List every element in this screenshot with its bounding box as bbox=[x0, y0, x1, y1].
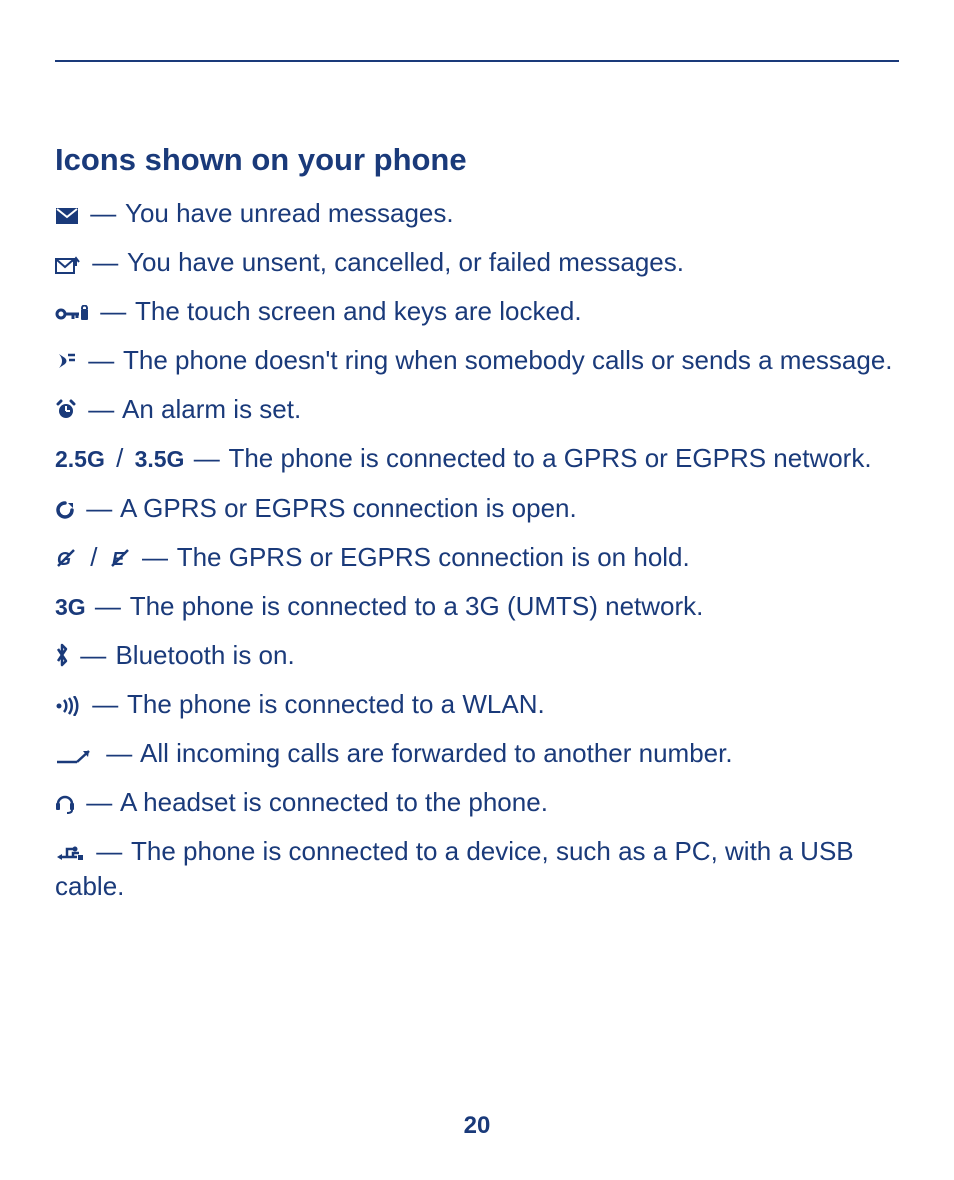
entry-dash: — bbox=[90, 247, 120, 277]
entry-text: The phone is connected to a GPRS or EGPR… bbox=[228, 443, 871, 473]
entry-text: The phone doesn't ring when somebody cal… bbox=[123, 345, 893, 375]
entry-dash: — bbox=[192, 443, 222, 473]
page-number: 20 bbox=[0, 1112, 954, 1140]
e-hold-icon: E bbox=[109, 547, 131, 569]
icon-entry: — You have unsent, cancelled, or failed … bbox=[55, 245, 899, 280]
entry-text: Bluetooth is on. bbox=[115, 640, 294, 670]
net-3-5g-icon: 3.5G bbox=[135, 446, 185, 472]
icon-entry: G / E — The GPRS or EGPRS connection is … bbox=[55, 540, 899, 575]
entry-text: A GPRS or EGPRS connection is open. bbox=[120, 493, 577, 523]
icon-entry: — The phone is connected to a device, su… bbox=[55, 834, 899, 904]
icon-entry: — Bluetooth is on. bbox=[55, 638, 899, 673]
net-2-5g-icon: 2.5G bbox=[55, 446, 105, 472]
entry-dash: — bbox=[84, 787, 114, 817]
manual-page: Icons shown on your phone — You have unr… bbox=[0, 0, 954, 1180]
envelope-icon bbox=[55, 207, 79, 225]
icon-entry: — The phone is connected to a WLAN. bbox=[55, 687, 899, 722]
entry-text: The phone is connected to a device, such… bbox=[55, 836, 854, 901]
entry-dash: — bbox=[88, 198, 118, 228]
entry-text: A headset is connected to the phone. bbox=[120, 787, 548, 817]
entry-text: You have unread messages. bbox=[125, 198, 454, 228]
net-3g-icon: 3G bbox=[55, 594, 86, 620]
top-rule bbox=[55, 60, 899, 62]
icon-entry: — The touch screen and keys are locked. bbox=[55, 294, 899, 329]
entry-dash: — bbox=[98, 296, 128, 326]
icon-separator: / bbox=[86, 542, 101, 572]
icon-entry: — All incoming calls are forwarded to an… bbox=[55, 736, 899, 771]
entry-dash: — bbox=[93, 591, 123, 621]
page-title: Icons shown on your phone bbox=[55, 142, 899, 178]
call-fwd-icon bbox=[55, 747, 95, 765]
icon-entry: — A headset is connected to the phone. bbox=[55, 785, 899, 820]
entry-text: The phone is connected to a 3G (UMTS) ne… bbox=[130, 591, 704, 621]
entry-dash: — bbox=[86, 345, 116, 375]
entry-dash: — bbox=[104, 738, 134, 768]
entry-dash: — bbox=[84, 493, 114, 523]
entry-text: All incoming calls are forwarded to anot… bbox=[140, 738, 733, 768]
entry-dash: — bbox=[86, 394, 116, 424]
headset-icon bbox=[55, 792, 75, 814]
bluetooth-icon bbox=[55, 643, 69, 667]
alarm-icon bbox=[55, 399, 77, 421]
gprs-open-icon bbox=[55, 500, 75, 520]
key-lock-icon bbox=[55, 305, 89, 323]
entry-text: The GPRS or EGPRS connection is on hold. bbox=[177, 542, 690, 572]
silent-icon bbox=[55, 350, 77, 372]
entry-text: The phone is connected to a WLAN. bbox=[127, 689, 545, 719]
envelope-fail-icon bbox=[55, 254, 81, 274]
entry-text: You have unsent, cancelled, or failed me… bbox=[127, 247, 684, 277]
entry-dash: — bbox=[78, 640, 108, 670]
icon-entry: 3G — The phone is connected to a 3G (UMT… bbox=[55, 589, 899, 624]
g-hold-icon: G bbox=[55, 547, 77, 569]
usb-icon bbox=[55, 841, 85, 863]
icon-separator: / bbox=[112, 443, 127, 473]
entry-dash: — bbox=[140, 542, 170, 572]
icon-entry: — An alarm is set. bbox=[55, 392, 899, 427]
icon-entry: — The phone doesn't ring when somebody c… bbox=[55, 343, 899, 378]
entry-text: An alarm is set. bbox=[122, 394, 301, 424]
icon-entry: 2.5G / 3.5G — The phone is connected to … bbox=[55, 441, 899, 476]
wlan-icon bbox=[55, 696, 81, 716]
entry-dash: — bbox=[94, 836, 124, 866]
icon-entry: — A GPRS or EGPRS connection is open. bbox=[55, 491, 899, 526]
icon-entry: — You have unread messages. bbox=[55, 196, 899, 231]
entry-text: The touch screen and keys are locked. bbox=[135, 296, 582, 326]
entry-dash: — bbox=[90, 689, 120, 719]
